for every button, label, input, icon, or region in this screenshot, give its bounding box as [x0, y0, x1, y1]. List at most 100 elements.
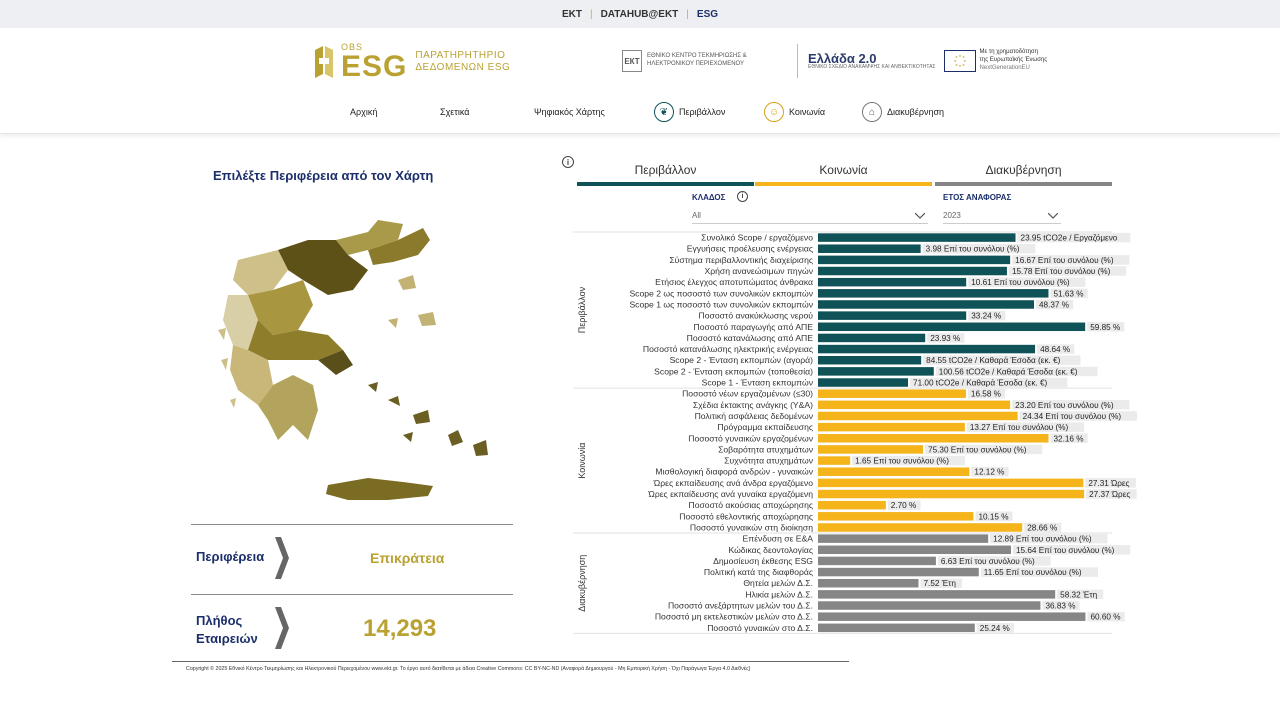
map-region-peloponnese[interactable] [258, 375, 318, 440]
logo-esg: ESG [341, 49, 408, 83]
topbar-link-esg[interactable]: ESG [696, 8, 719, 20]
map-region-thrace[interactable] [368, 228, 430, 265]
group-label: Διακυβέρνηση [577, 555, 587, 612]
tab-society[interactable]: Κοινωνία [755, 160, 932, 186]
data-label-background [990, 533, 1108, 544]
tab-society-label: Κοινωνία [819, 163, 868, 177]
data-label-background [935, 366, 1098, 377]
bar [818, 389, 966, 398]
map-region-east-macedonia[interactable] [336, 220, 403, 255]
bar [818, 567, 979, 577]
nav-environment[interactable]: ❦ Περιβάλλον [654, 101, 725, 123]
data-label: 27.37 Ώρες [1089, 490, 1130, 499]
nav-about[interactable]: Σχετικά [440, 101, 469, 123]
data-label: 59.85 % [1090, 323, 1120, 332]
data-label-background [967, 388, 1006, 399]
bar [818, 500, 886, 510]
map-region-north-aegean[interactable] [388, 275, 436, 328]
map-panel-title: Επιλέξτε Περιφέρεια από τον Χάρτη [213, 168, 434, 183]
data-label: 12.12 % [974, 468, 1004, 477]
bar [818, 545, 1011, 555]
data-label-background [1086, 489, 1137, 499]
data-label-background [1012, 400, 1130, 410]
info-icon[interactable]: i [562, 156, 574, 168]
bar-category-label: Scope 1 - Ένταση εκπομπών [702, 378, 813, 388]
data-label: 48.37 % [1039, 300, 1069, 309]
nav-digital-map[interactable]: Ψηφιακός Χάρτης [534, 101, 605, 123]
bar [818, 578, 919, 588]
building-icon: ⌂ [862, 102, 882, 122]
bar [818, 255, 1011, 265]
data-label-background [1019, 411, 1137, 421]
nav-governance-label: Διακυβέρνηση [887, 107, 945, 117]
map-region-south-aegean[interactable] [368, 382, 488, 456]
map-region-ionian-islands[interactable] [218, 328, 236, 408]
esg-logo[interactable]: OBS ESG ΠΑΡΑΤΗΡΗΤΗΡΙΟ ΔΕΔΟΜΕΝΩΝ ESG [313, 40, 510, 84]
sector-filter-label-text: ΚΛΑΔΟΣ [692, 193, 726, 202]
bar-category-label: Ποσοστό ακούσιας αποχώρησης [689, 500, 814, 510]
bar [818, 434, 1049, 443]
data-label: 16.58 % [971, 390, 1001, 399]
bar [818, 590, 1056, 599]
data-label: 33.24 % [971, 312, 1001, 321]
data-label: 36.83 % [1045, 602, 1075, 611]
footer-divider [172, 661, 849, 662]
map-region-central-greece[interactable] [248, 320, 343, 360]
data-label: 84.55 tCO2e / Καθαρά Έσοδα (εκ. €) [926, 356, 1060, 365]
data-label: 13.27 Επί του συνόλου (%) [970, 423, 1069, 432]
data-label: 28.66 % [1027, 523, 1057, 532]
map-region-attica[interactable] [318, 350, 353, 375]
bar-category-label: Σύστημα περιβαλλοντικής διαχείρισης [669, 255, 813, 265]
data-label-background [923, 355, 1081, 365]
bar [818, 601, 1041, 610]
data-label: 48.64 % [1040, 345, 1070, 354]
region-label: Περιφέρεια [196, 549, 265, 564]
map-region-thessaly[interactable] [248, 280, 313, 335]
people-icon: ☺ [764, 102, 784, 122]
map-region-west-macedonia[interactable] [233, 250, 288, 295]
bar [818, 489, 1085, 499]
ekt-logo-icon: ЕКТ [622, 50, 642, 72]
data-label-background [1057, 589, 1104, 600]
nav-home[interactable]: Αρχική [350, 101, 377, 123]
data-label: 15.64 Επί του συνόλου (%) [1016, 546, 1115, 555]
nav-society[interactable]: ☺ Κοινωνία [764, 101, 825, 123]
bar [818, 512, 974, 521]
topbar-link-datahub[interactable]: DATAHUB@EKT [600, 8, 679, 20]
year-select[interactable]: 2023 [943, 208, 1061, 224]
data-label: 25.24 % [980, 624, 1010, 633]
bar-category-label: Ηλικία μελών Δ.Σ. [745, 589, 813, 599]
bar-category-label: Δημοσίευση έκθεσης ESG [713, 556, 813, 566]
chevron-right-icon [275, 607, 289, 649]
companies-label: Πλήθος Εταιρειών [196, 612, 258, 648]
nav-about-label: Σχετικά [440, 107, 470, 117]
map-region-crete[interactable] [326, 478, 433, 500]
topbar-link-ekt[interactable]: ΕΚΤ [561, 8, 582, 20]
nav-governance[interactable]: ⌂ Διακυβέρνηση [862, 101, 944, 123]
map-region-central-macedonia[interactable] [278, 240, 368, 295]
data-label: 24.34 Επί του συνόλου (%) [1023, 412, 1122, 421]
topbar-separator: | [686, 8, 689, 20]
bar [818, 289, 1049, 298]
top-bar: ΕΚΤ | DATAHUB@EKT | ESG [0, 0, 1280, 28]
tab-governance[interactable]: Διακυβέρνηση [935, 160, 1112, 186]
eu-text-line-3: NextGenerationEU [979, 64, 1030, 71]
bar-category-label: Scope 2 - Ένταση εκπομπών (τοποθεσία) [654, 366, 813, 376]
data-label: 27.31 Ώρες [1088, 479, 1129, 488]
topbar-separator: | [589, 8, 593, 20]
data-label-background [1042, 600, 1080, 611]
tab-environment[interactable]: Περιβάλλον [577, 160, 754, 186]
sector-info-icon[interactable]: i [737, 191, 748, 202]
data-label-background [920, 578, 963, 588]
bar [818, 233, 1016, 242]
bar-category-label: Scope 1 ως ποσοστό των συνολικών εκπομπώ… [629, 299, 813, 309]
data-label-background [1012, 545, 1131, 555]
tab-environment-label: Περιβάλλον [634, 163, 697, 177]
sector-select[interactable]: All [692, 208, 928, 224]
bar [818, 478, 1084, 488]
map-region-western-greece[interactable] [230, 345, 273, 405]
bar [818, 556, 936, 566]
sector-filter-label: ΚΛΑΔΟΣ [692, 193, 725, 202]
map-region-epirus[interactable] [223, 295, 258, 350]
